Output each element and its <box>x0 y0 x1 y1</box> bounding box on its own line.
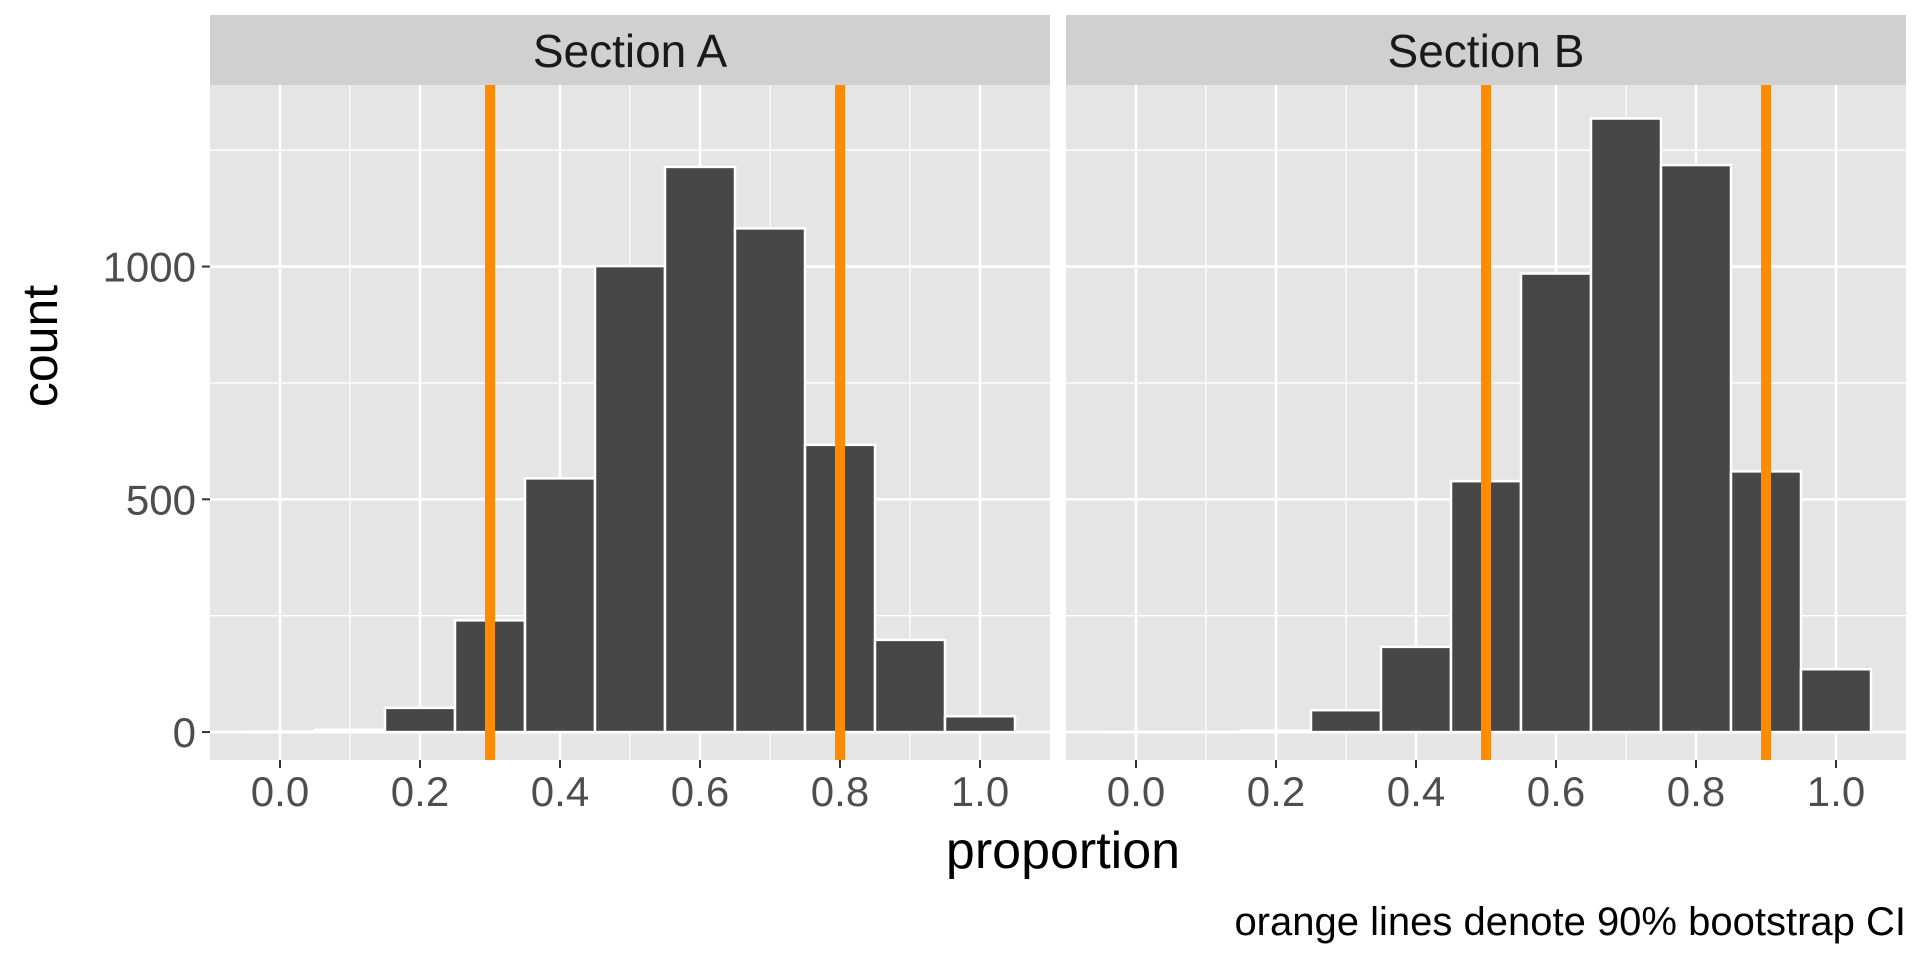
panels-layer: Section A 0.0 0.2 0.4 0.6 0.8 1.0 Section B 0.0 0… <box>210 15 1906 815</box>
y-tick-label: 500 <box>126 476 196 523</box>
x-tick-label: 0.8 <box>811 768 869 815</box>
y-axis: 0 500 1000 <box>103 244 210 757</box>
histogram-bar <box>735 228 805 732</box>
chart-caption: orange lines denote 90% bootstrap CI <box>1234 900 1906 944</box>
y-axis-title: count <box>12 285 68 407</box>
histogram-bar <box>385 708 455 732</box>
x-tick-label: 1.0 <box>951 768 1009 815</box>
x-tick-label: 0.4 <box>1387 768 1445 815</box>
histogram-bar <box>1381 647 1451 732</box>
histogram-bar <box>595 266 665 732</box>
facet-panel-0: Section A 0.0 0.2 0.4 0.6 0.8 1.0 <box>210 15 1050 815</box>
x-tick-label: 0.0 <box>251 768 309 815</box>
histogram-bar <box>1241 731 1311 732</box>
histogram-bar <box>875 640 945 732</box>
x-tick-label: 0.0 <box>1107 768 1165 815</box>
y-tick-label: 1000 <box>103 244 196 291</box>
x-tick-label: 0.2 <box>391 768 449 815</box>
histogram-bar <box>1311 710 1381 732</box>
histogram-bar <box>525 478 595 732</box>
x-tick-label: 0.2 <box>1247 768 1305 815</box>
x-tick-label: 0.4 <box>531 768 589 815</box>
histogram-bar <box>1521 274 1591 733</box>
histogram-bar <box>1591 119 1661 733</box>
histogram-bar <box>1661 165 1731 732</box>
x-tick-label: 0.6 <box>671 768 729 815</box>
facet-panel-1: Section B 0.0 0.2 0.4 0.6 0.8 1.0 <box>1066 15 1906 815</box>
x-axis-title: proportion <box>946 822 1180 880</box>
facet-strip-label: Section B <box>1388 25 1585 77</box>
histogram-bar <box>315 730 385 732</box>
histogram-bar <box>1801 669 1871 732</box>
y-tick-label: 0 <box>173 709 196 756</box>
x-tick-label: 0.8 <box>1667 768 1725 815</box>
facet-strip-label: Section A <box>533 25 728 77</box>
x-tick-label: 0.6 <box>1527 768 1585 815</box>
x-tick-label: 1.0 <box>1807 768 1865 815</box>
histogram-bar <box>665 167 735 732</box>
histogram-bar <box>945 716 1015 732</box>
